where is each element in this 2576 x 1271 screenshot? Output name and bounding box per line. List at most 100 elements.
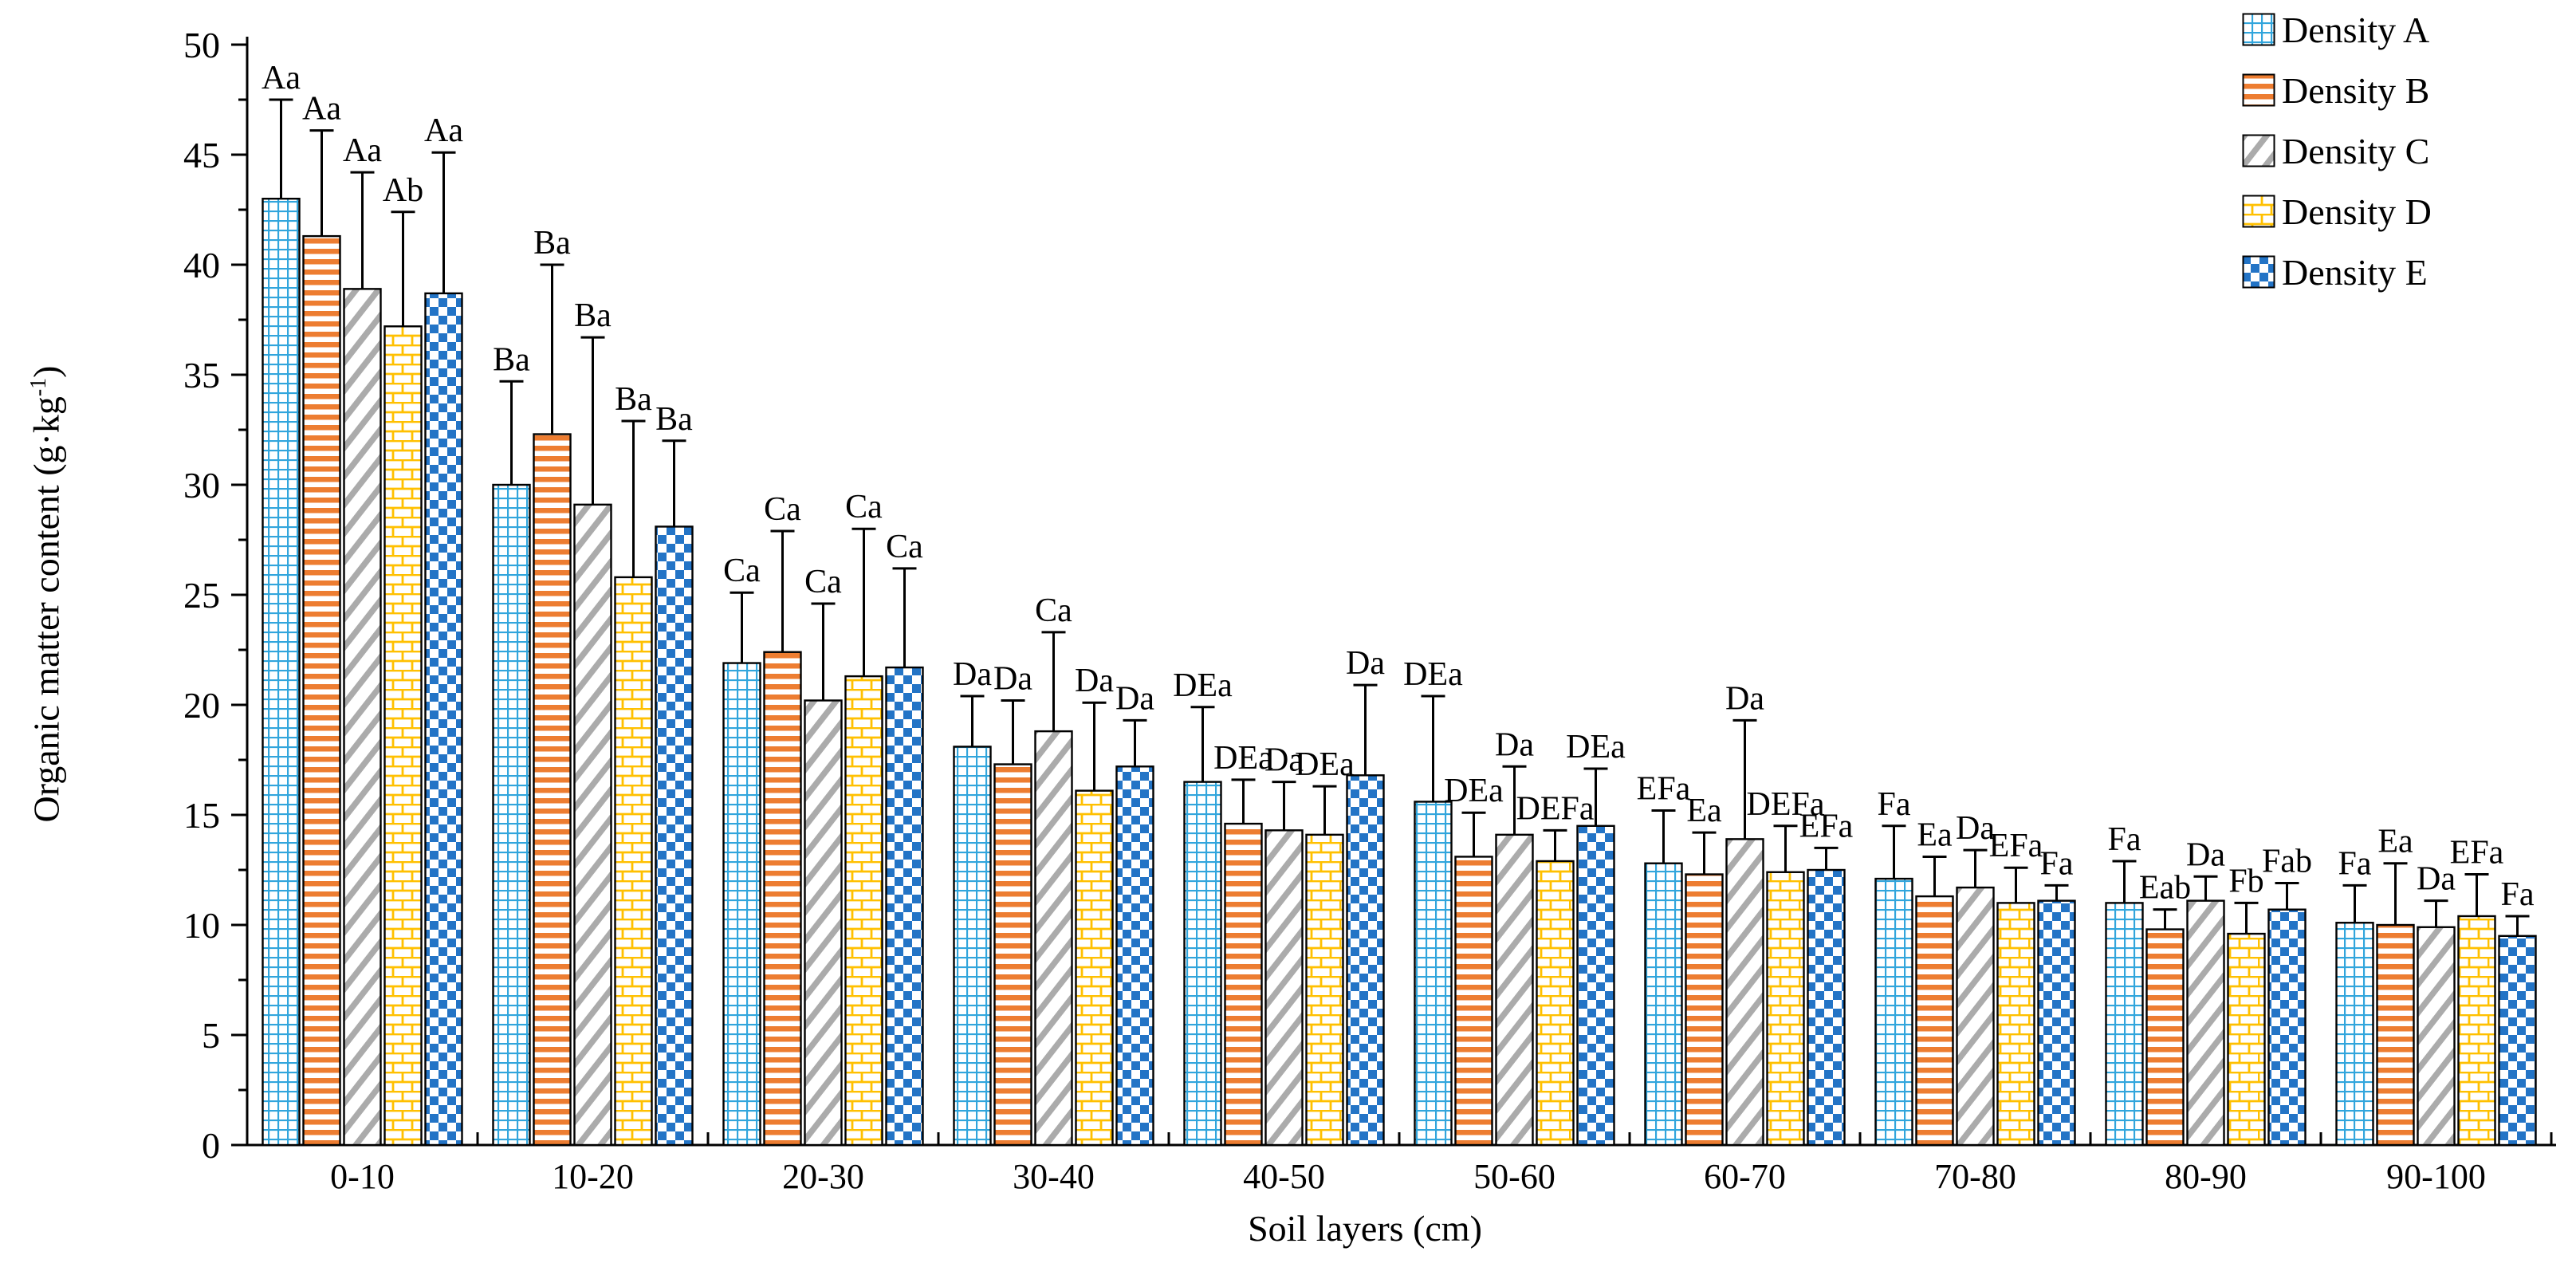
x-category-label: 20-30: [782, 1157, 864, 1196]
significance-label: DEa: [1566, 729, 1626, 765]
bar-density-b: [993, 763, 1032, 1147]
significance-label: EFa: [1799, 808, 1854, 844]
significance-label: Da: [1115, 680, 1154, 717]
significance-label: Fa: [1878, 786, 1911, 823]
legend-marker-icon: [2242, 13, 2275, 46]
bar-density-b: [2145, 928, 2185, 1147]
legend-item-density-b: Density B: [2242, 70, 2432, 111]
x-category-label: 70-80: [1934, 1157, 2016, 1196]
bar-density-c: [2417, 926, 2456, 1147]
significance-label: Ea: [2377, 824, 2413, 860]
bar-density-d: [383, 325, 423, 1147]
bar-density-c: [1495, 833, 1534, 1147]
bar-density-a: [1414, 801, 1453, 1147]
bar-density-d: [1766, 871, 1805, 1147]
bar-density-e: [1807, 868, 1846, 1147]
bar-density-b: [1685, 873, 1724, 1147]
bar-density-d: [614, 576, 653, 1147]
significance-label: DEa: [1213, 740, 1273, 777]
bar-density-b: [1224, 822, 1263, 1147]
legend-marker-swatch: [2242, 13, 2275, 46]
significance-label: DEFa: [1516, 790, 1595, 827]
significance-label: Fab: [2262, 844, 2312, 880]
significance-label: Fa: [2108, 821, 2141, 858]
significance-label: Fa: [2040, 845, 2074, 882]
bar-density-d: [2227, 932, 2266, 1147]
bar-density-d: [844, 675, 883, 1147]
bar-density-c: [2186, 899, 2225, 1147]
significance-label: EFa: [1637, 770, 1691, 807]
bar-density-c: [804, 699, 843, 1147]
bar-density-a: [262, 197, 301, 1147]
significance-label: Da: [2186, 836, 2225, 873]
legend-item-density-c: Density C: [2242, 131, 2432, 171]
x-category-label: 40-50: [1243, 1157, 1325, 1196]
significance-label: Ca: [1035, 592, 1072, 629]
y-tick-label: 5: [202, 1015, 220, 1056]
significance-label: Fa: [2501, 876, 2535, 913]
bar-density-d: [1996, 902, 2035, 1147]
y-tick-label: 20: [183, 685, 220, 726]
significance-label: Da: [1725, 680, 1764, 717]
legend-item-density-a: Density A: [2242, 10, 2432, 50]
bar-density-e: [1115, 765, 1154, 1147]
x-category-label: 80-90: [2165, 1157, 2247, 1196]
significance-label: Ba: [615, 381, 652, 418]
bar-density-b: [533, 433, 572, 1147]
legend-label: Density B: [2282, 69, 2430, 111]
significance-label: Fb: [2228, 863, 2263, 899]
significance-label: Da: [953, 656, 992, 693]
x-axis-title: Soil layers (cm): [1248, 1208, 1482, 1249]
significance-label: Ca: [886, 529, 923, 565]
bar-density-a: [953, 746, 992, 1147]
y-tick-label: 0: [202, 1125, 220, 1166]
significance-label: DEa: [1444, 773, 1504, 809]
significance-label: Da: [993, 660, 1032, 697]
y-tick-label: 25: [183, 575, 220, 616]
legend-marker-swatch: [2242, 73, 2275, 107]
bar-density-b: [2376, 923, 2415, 1147]
legend: Density A Density B Density C Density D Dens…: [2242, 10, 2432, 316]
y-tick-label: 30: [183, 465, 220, 506]
significance-label: EFa: [2450, 835, 2504, 872]
significance-label: Aa: [343, 132, 382, 169]
bar-density-b: [1454, 856, 1493, 1147]
legend-label: Density E: [2282, 251, 2428, 293]
bar-density-e: [1576, 824, 1615, 1147]
bar-density-d: [1075, 789, 1114, 1147]
legend-marker-icon: [2242, 134, 2275, 167]
significance-label: Ba: [533, 225, 571, 262]
bar-density-e: [655, 525, 694, 1147]
y-axis-title: Organic matter content (g·kg-1): [26, 365, 68, 822]
significance-label: Da: [1956, 810, 1995, 847]
bar-density-e: [885, 666, 924, 1147]
y-tick-label: 10: [183, 905, 220, 946]
bar-density-a: [2335, 922, 2374, 1147]
legend-label: Density C: [2282, 130, 2430, 171]
bar-density-e: [424, 292, 463, 1147]
y-axis-title-superscript: -1: [26, 377, 52, 397]
bar-density-c: [1034, 730, 1073, 1147]
significance-label: DEa: [1403, 656, 1463, 693]
bar-density-c: [1725, 838, 1764, 1147]
bar-density-d: [1536, 860, 1575, 1147]
bar-density-e: [1346, 774, 1385, 1147]
bar-density-c: [343, 288, 382, 1147]
bar-density-a: [1874, 877, 1913, 1147]
significance-label: Da: [1495, 726, 1534, 763]
y-tick-label: 45: [183, 135, 220, 175]
y-tick-label: 15: [183, 795, 220, 836]
y-axis-title-close: ): [26, 365, 67, 378]
significance-label: Da: [2417, 861, 2456, 898]
legend-marker-icon: [2242, 73, 2275, 107]
y-tick-label: 35: [183, 355, 220, 395]
significance-label: Da: [1346, 645, 1385, 682]
y-tick-label: 50: [183, 25, 220, 65]
significance-label: Ca: [804, 564, 842, 600]
bar-density-b: [1915, 895, 1954, 1147]
bar-density-c: [1956, 886, 1995, 1147]
x-category-label: 90-100: [2386, 1157, 2486, 1196]
bar-density-c: [1264, 829, 1304, 1147]
